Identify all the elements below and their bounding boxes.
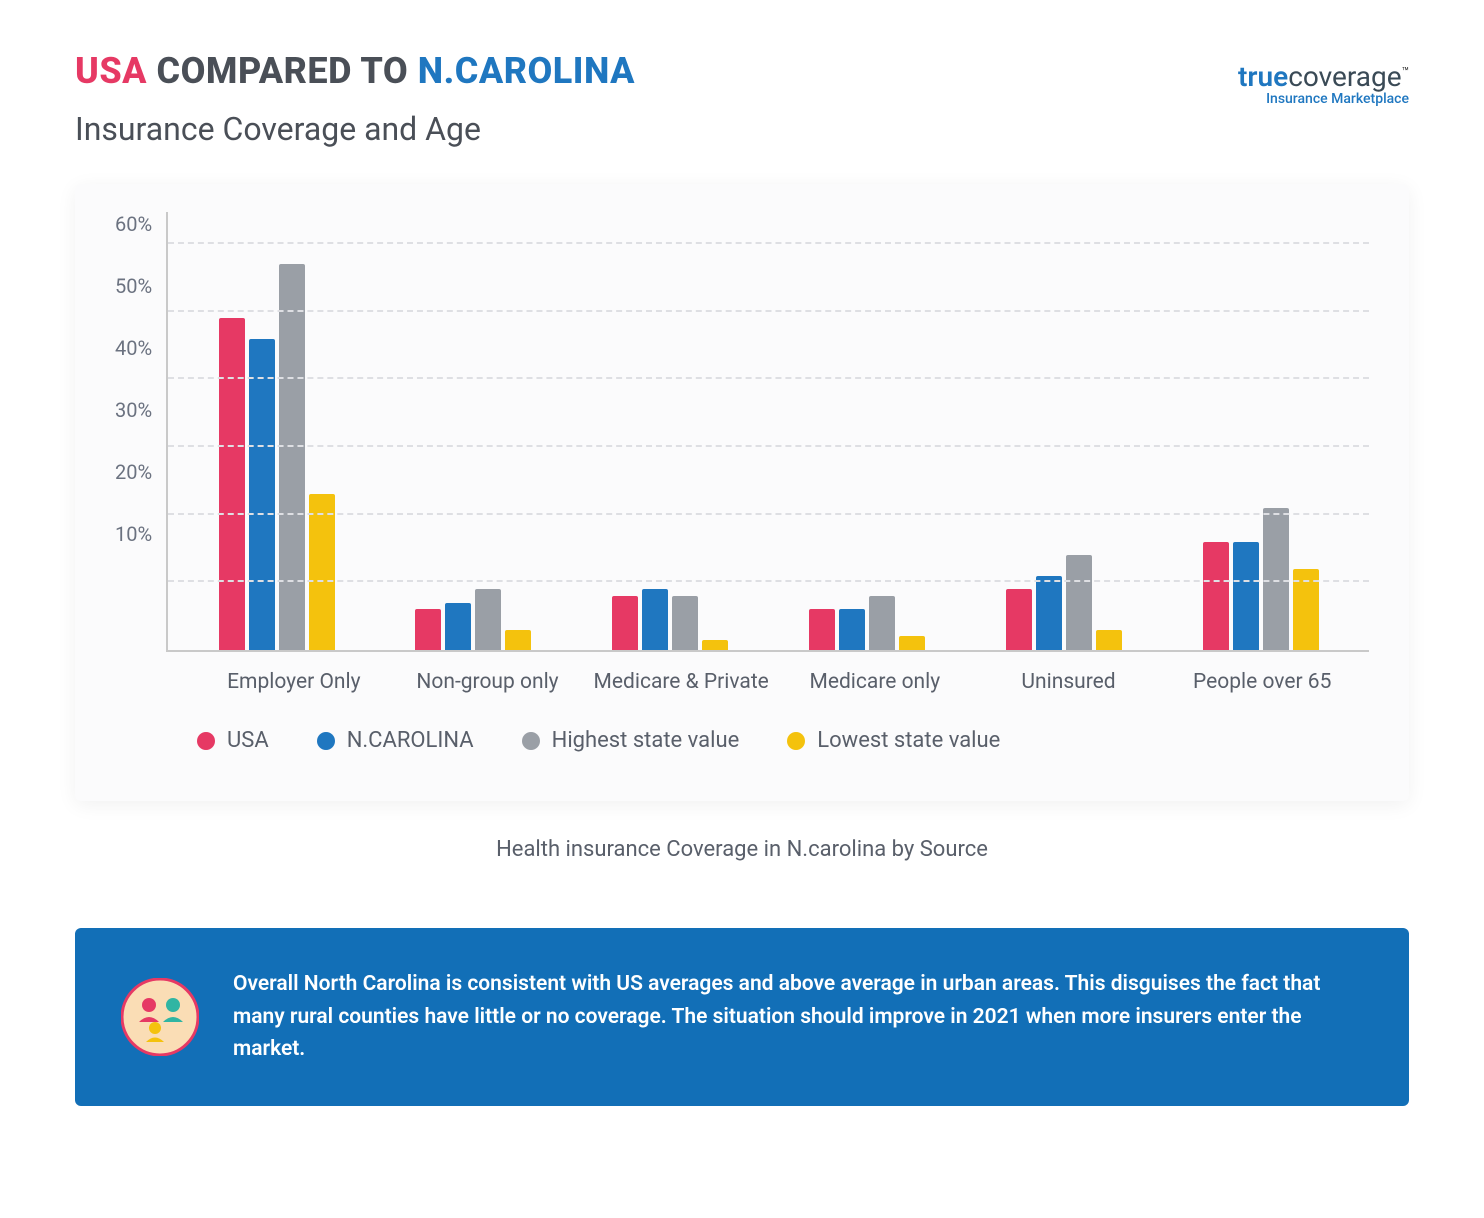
bar — [809, 609, 835, 650]
legend-swatch — [522, 732, 540, 750]
bar — [1036, 576, 1062, 650]
bar — [1066, 555, 1092, 650]
gridline — [168, 580, 1369, 582]
page-title: USA COMPARED TO N.CAROLINA — [75, 50, 635, 92]
title-usa: USA — [75, 50, 147, 92]
x-label: Uninsured — [972, 670, 1166, 694]
chart-caption: Health insurance Coverage in N.carolina … — [75, 837, 1409, 862]
bar — [279, 264, 305, 650]
x-label: Medicare only — [778, 670, 972, 694]
legend-swatch — [197, 732, 215, 750]
legend-item: Highest state value — [522, 728, 740, 753]
gridline — [168, 445, 1369, 447]
header-row: USA COMPARED TO N.CAROLINA Insurance Cov… — [75, 50, 1409, 148]
y-tick: 10% — [115, 522, 152, 546]
bar — [1233, 542, 1259, 650]
legend-label: USA — [227, 728, 269, 753]
bar-groups — [168, 212, 1369, 650]
callout-text: Overall North Carolina is consistent wit… — [233, 968, 1363, 1066]
bar — [672, 596, 698, 650]
bar — [445, 603, 471, 650]
y-tick: 40% — [115, 336, 152, 360]
logo-text: truecoverage™ — [1238, 60, 1409, 93]
brand-logo: truecoverage™ Insurance Marketplace — [1238, 60, 1409, 107]
bar — [249, 339, 275, 650]
bar — [702, 640, 728, 650]
legend-swatch — [787, 732, 805, 750]
logo-word1: true — [1238, 60, 1288, 93]
bar — [869, 596, 895, 650]
legend-item: Lowest state value — [787, 728, 1000, 753]
bar-group — [1006, 555, 1122, 650]
bar — [839, 609, 865, 650]
logo-tm: ™ — [1402, 65, 1409, 79]
x-label: People over 65 — [1165, 670, 1359, 694]
x-label: Employer Only — [197, 670, 391, 694]
page-subtitle: Insurance Coverage and Age — [75, 110, 635, 148]
gridline — [168, 377, 1369, 379]
bar — [415, 609, 441, 650]
bar — [219, 318, 245, 650]
legend-swatch — [317, 732, 335, 750]
legend: USA N.CAROLINA Highest state value Lowest s… — [115, 694, 1369, 753]
y-tick: 50% — [115, 274, 152, 298]
legend-label: N.CAROLINA — [347, 728, 474, 753]
plot-row: 60% 50% 40% 30% 20% 10% — [115, 212, 1369, 652]
y-tick: 30% — [115, 398, 152, 422]
bar — [612, 596, 638, 650]
gridline — [168, 242, 1369, 244]
bar — [1263, 508, 1289, 650]
y-tick: 60% — [115, 212, 152, 236]
legend-label: Lowest state value — [817, 728, 1000, 753]
chart-panel: 60% 50% 40% 30% 20% 10% Employer OnlyNon-grou… — [75, 184, 1409, 801]
y-axis: 60% 50% 40% 30% 20% 10% — [115, 212, 166, 652]
x-axis-labels: Employer OnlyNon-group onlyMedicare & Pr… — [115, 652, 1369, 694]
bar — [1203, 542, 1229, 650]
title-compared: COMPARED TO — [147, 50, 418, 92]
bar-group — [219, 264, 335, 650]
bar-group — [1203, 508, 1319, 650]
summary-callout: Overall North Carolina is consistent wit… — [75, 928, 1409, 1106]
bar — [1006, 589, 1032, 650]
legend-item: USA — [197, 728, 269, 753]
plot-area — [166, 212, 1369, 652]
bar — [1096, 630, 1122, 650]
title-nc: N.CAROLINA — [418, 50, 635, 92]
bar-group — [612, 589, 728, 650]
x-label: Non-group only — [391, 670, 585, 694]
people-icon — [121, 978, 199, 1056]
gridline — [168, 310, 1369, 312]
bar-group — [415, 589, 531, 650]
gridline — [168, 513, 1369, 515]
logo-tagline: Insurance Marketplace — [1238, 91, 1409, 107]
legend-label: Highest state value — [552, 728, 740, 753]
bar — [309, 494, 335, 650]
title-block: USA COMPARED TO N.CAROLINA Insurance Cov… — [75, 50, 635, 148]
y-tick: 20% — [115, 460, 152, 484]
bar — [899, 636, 925, 650]
legend-item: N.CAROLINA — [317, 728, 474, 753]
x-label: Medicare & Private — [584, 670, 778, 694]
bar — [505, 630, 531, 650]
logo-word2: coverage — [1288, 60, 1401, 93]
bar — [642, 589, 668, 650]
bar — [475, 589, 501, 650]
bar-group — [809, 596, 925, 650]
